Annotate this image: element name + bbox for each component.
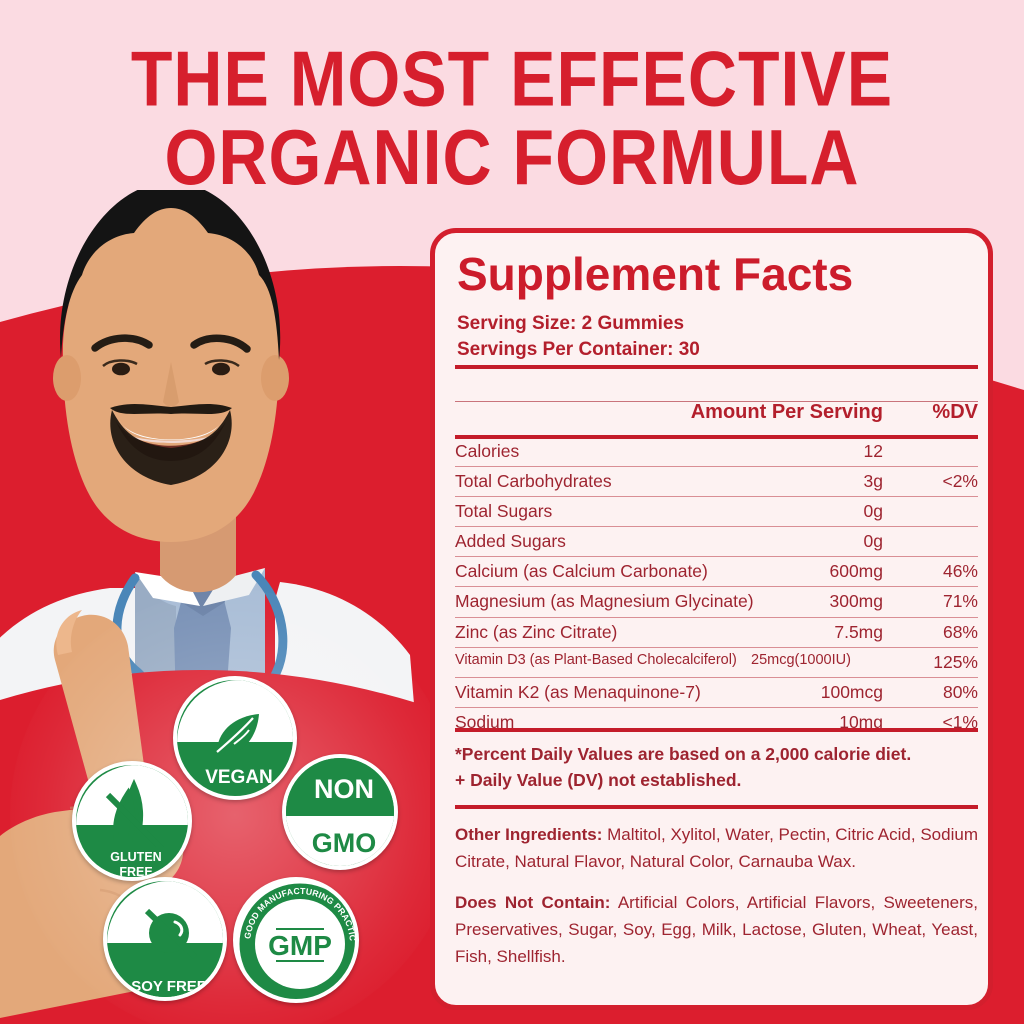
svg-text:VEGAN: VEGAN <box>205 767 273 788</box>
svg-text:GMP: GMP <box>268 930 332 961</box>
svg-text:SOY FREE: SOY FREE <box>131 978 207 995</box>
svg-text:★: ★ <box>329 961 338 972</box>
svg-text:GMO: GMO <box>312 828 377 858</box>
svg-text:★: ★ <box>263 961 272 972</box>
svg-text:FREE: FREE <box>119 865 152 879</box>
svg-text:GLUTEN: GLUTEN <box>110 850 161 864</box>
svg-text:NON: NON <box>314 774 374 804</box>
